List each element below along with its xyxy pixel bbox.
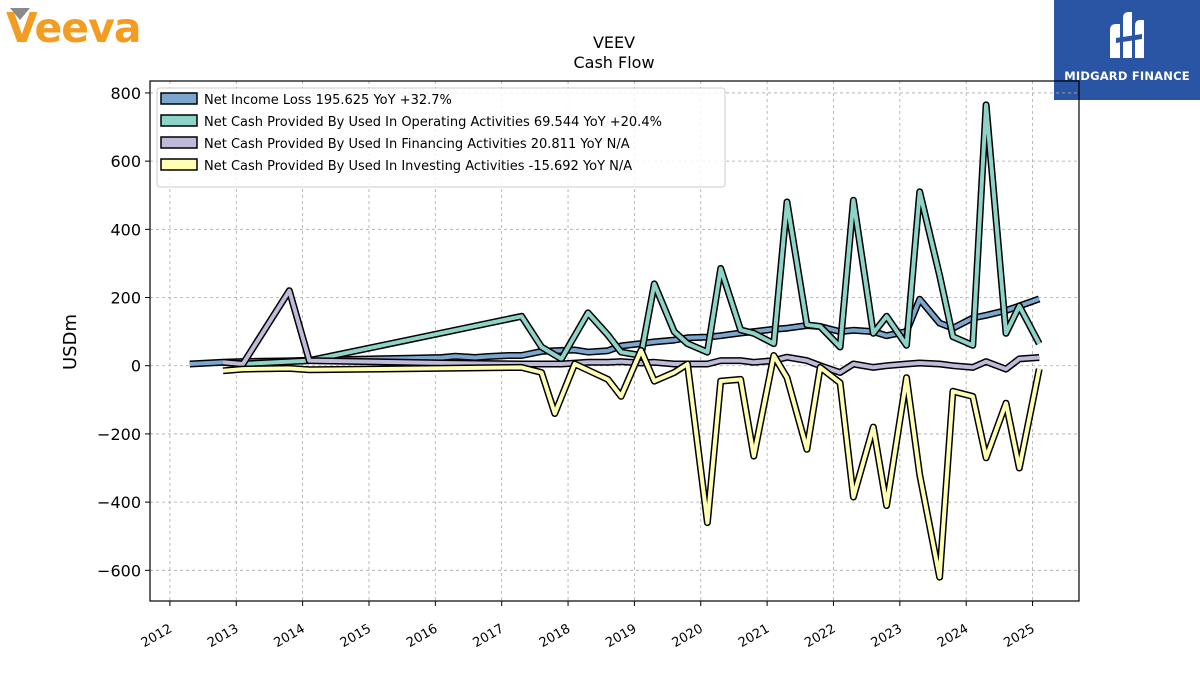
legend: Net Income Loss 195.625 YoY +32.7% Net Ca… (156, 87, 726, 188)
x-tick-label: 2016 (404, 621, 440, 651)
plot-frame (149, 80, 1080, 602)
x-tick-label: 2021 (736, 621, 772, 651)
legend-label-0: Net Income Loss 195.625 YoY +32.7% (204, 93, 452, 108)
x-tick-label: 2025 (1001, 621, 1037, 651)
y-tick-label: 400 (110, 220, 141, 239)
x-tick-label: 2019 (603, 621, 639, 651)
x-tick-label: 2022 (802, 621, 838, 651)
y-axis-label: USDm (60, 314, 81, 370)
y-tick-label: 0 (131, 357, 141, 376)
x-tick-label: 2020 (670, 621, 706, 651)
y-tick-label: −400 (97, 493, 141, 512)
legend-swatch-3 (160, 158, 198, 171)
y-tick-label: 200 (110, 289, 141, 308)
series-line-0 (189, 297, 1040, 366)
series-line-1 (222, 102, 1041, 366)
midgard-finance-logo: MIDGARD FINANCE (1054, 0, 1200, 100)
veeva-logo-text: Veeva (6, 4, 141, 48)
midgard-logo-text: MIDGARD FINANCE (1064, 69, 1190, 83)
y-tick-label: 800 (110, 84, 141, 103)
x-tick-label: 2018 (537, 621, 573, 651)
series-line-3 (222, 348, 1042, 580)
legend-swatch-0 (160, 92, 198, 105)
x-tick-label: 2014 (271, 621, 307, 651)
series-line-2 (222, 288, 1040, 375)
veeva-logo: Veeva (4, 2, 174, 52)
y-tick-label: 600 (110, 152, 141, 171)
x-tick-label: 2017 (471, 621, 507, 651)
midgard-emblem-icon (1110, 12, 1144, 58)
x-tick-label: 2024 (935, 621, 971, 651)
chart-title: VEEV (593, 33, 635, 52)
y-tick-label: −600 (97, 561, 141, 580)
legend-label-2: Net Cash Provided By Used In Financing A… (204, 137, 630, 152)
legend-box (156, 87, 726, 188)
legend-swatch-2 (160, 136, 198, 149)
x-tick-label: 2023 (869, 621, 905, 651)
legend-label-1: Net Cash Provided By Used In Operating A… (204, 115, 662, 130)
chart-subtitle: Cash Flow (573, 53, 654, 72)
x-tick-label: 2013 (205, 621, 241, 651)
legend-label-3: Net Cash Provided By Used In Investing A… (204, 159, 632, 174)
logo-chevron-icon (10, 8, 30, 20)
y-tick-label: −200 (97, 425, 141, 444)
legend-swatch-1 (160, 114, 198, 127)
x-tick-label: 2015 (338, 621, 374, 651)
x-tick-label: 2012 (139, 621, 175, 651)
series-lines (189, 101, 1043, 581)
